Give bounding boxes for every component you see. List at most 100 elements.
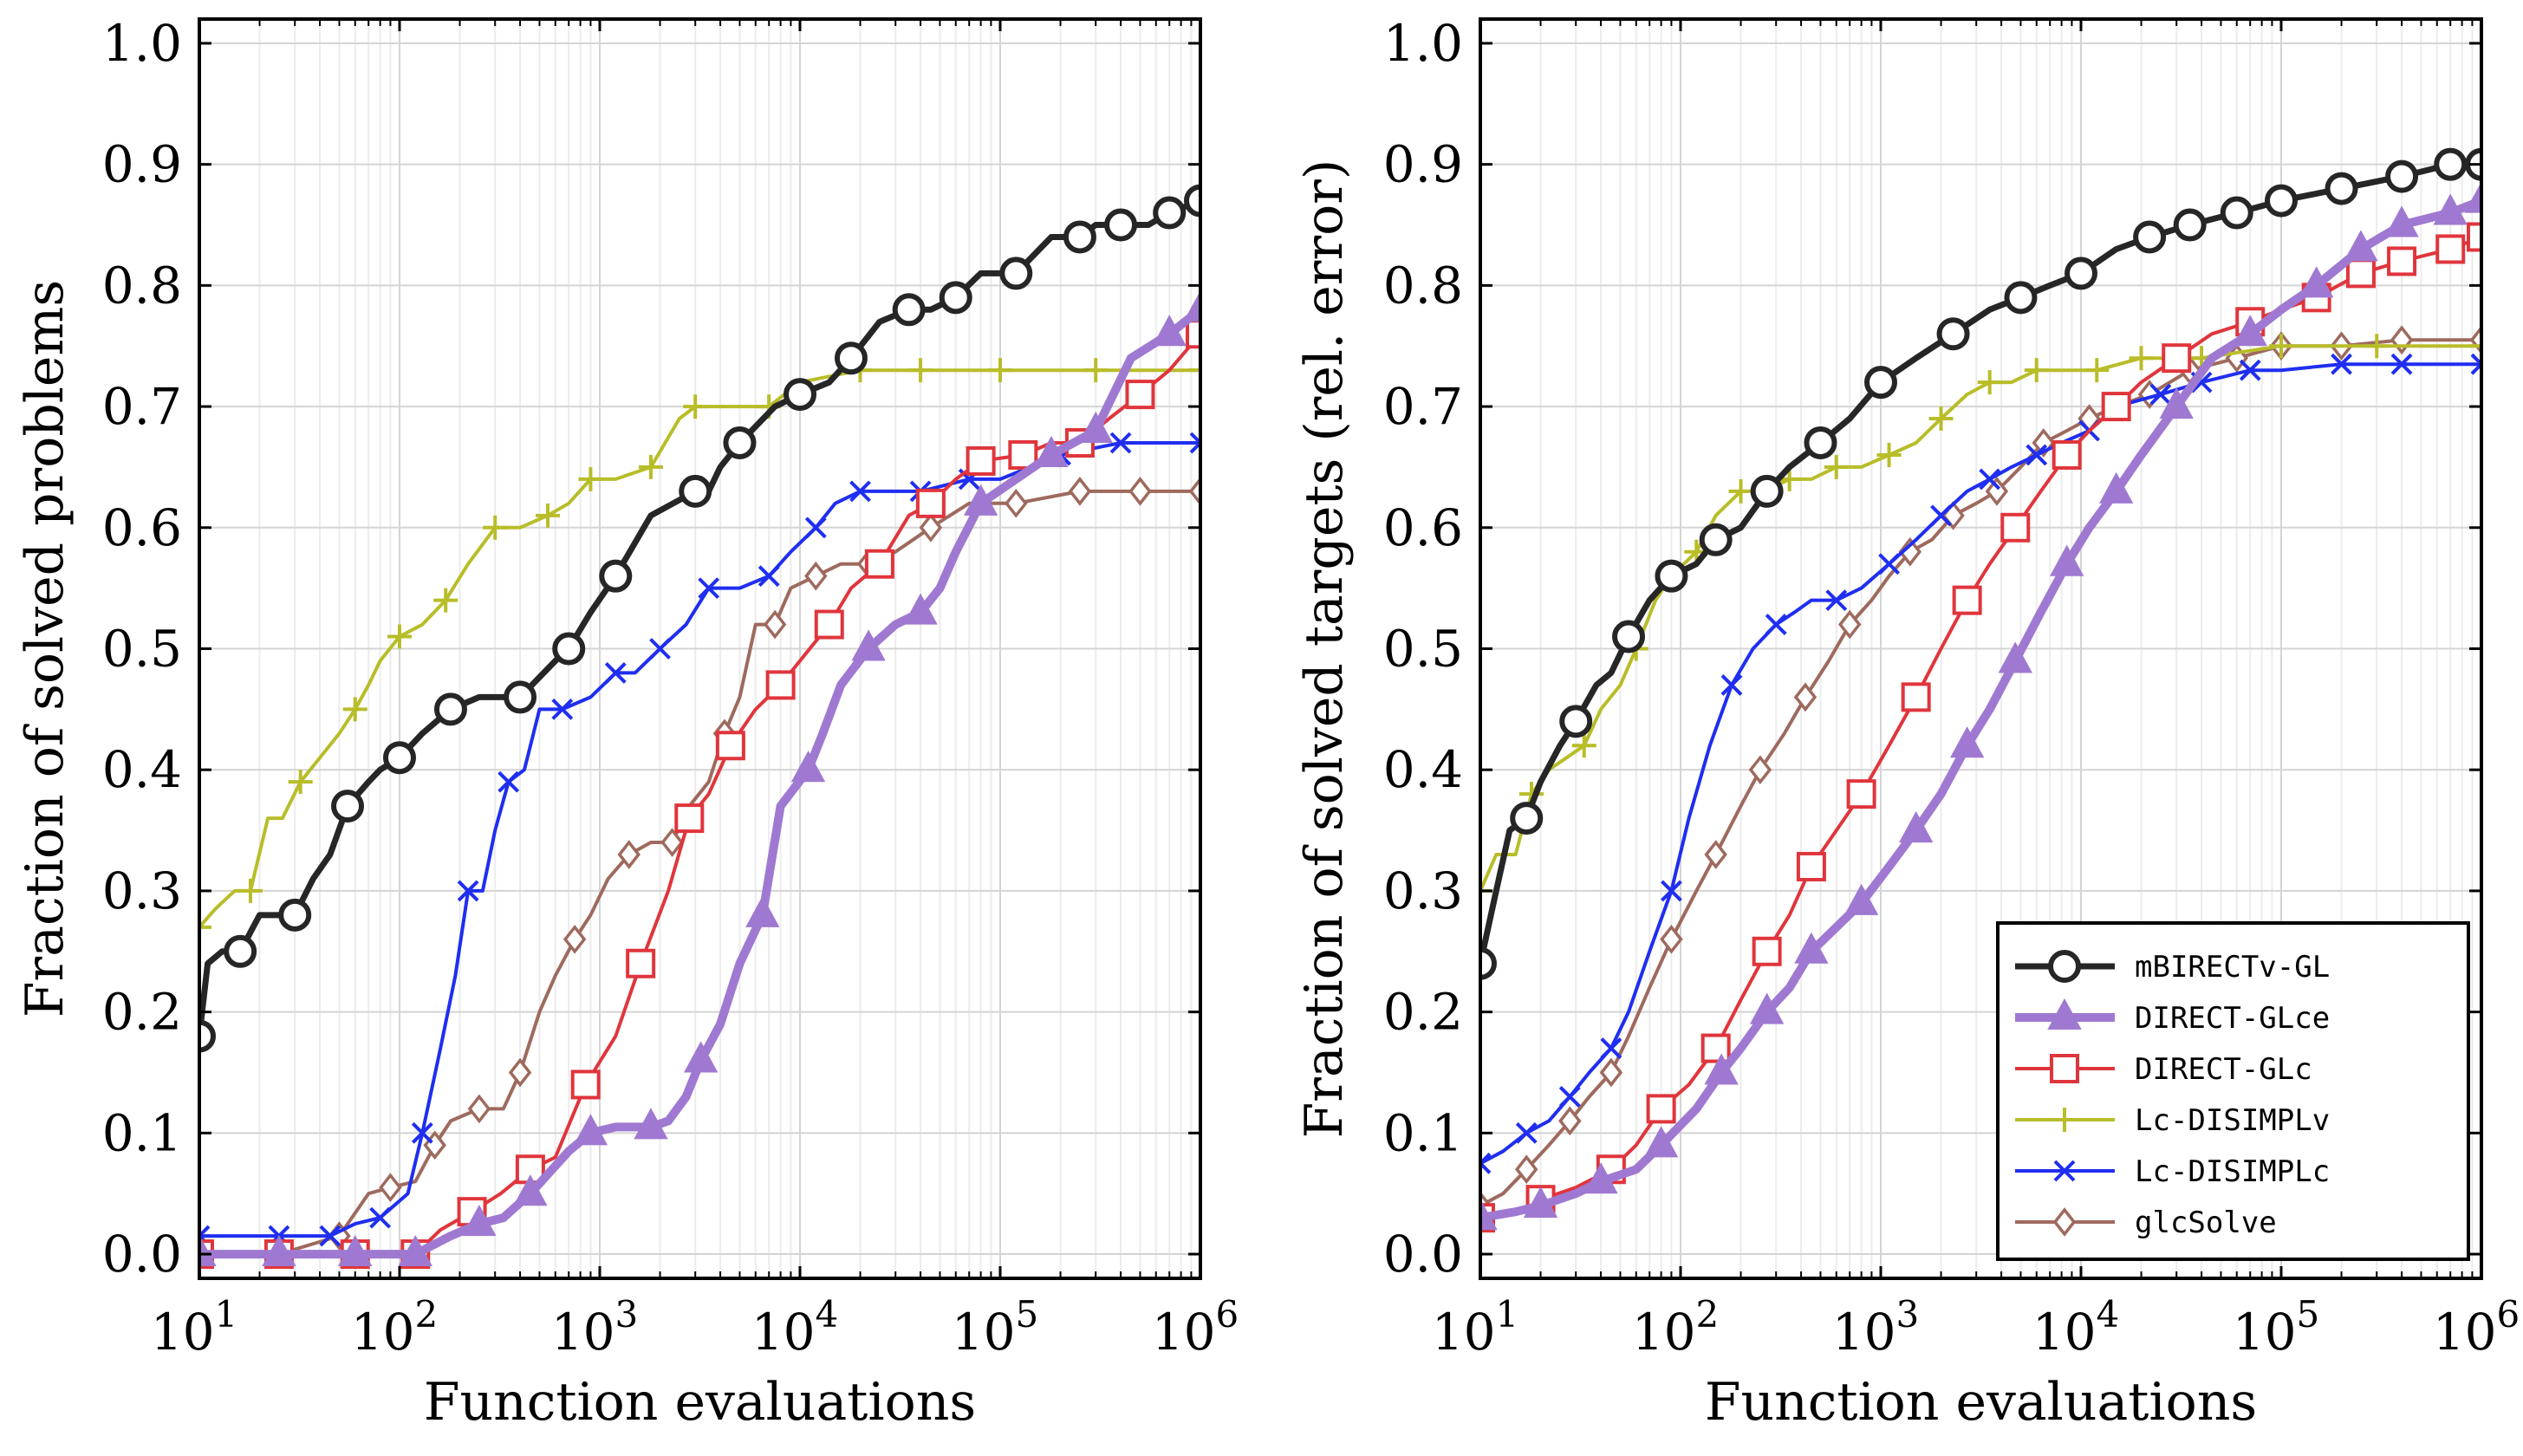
- marker-mbirectv-gl: [2385, 159, 2419, 193]
- y-tick-label: 0.3: [1383, 861, 1463, 920]
- legend-box: [1996, 921, 2470, 1261]
- marker-direct-glce: [1078, 411, 1113, 444]
- marker-glcsolve: [763, 609, 787, 640]
- marker-direct-glce: [1998, 641, 2032, 673]
- marker-direct-glce: [1843, 883, 1879, 915]
- x-tick-label: 103: [551, 1293, 639, 1362]
- marker-lc-disimplc: [2390, 353, 2413, 375]
- marker-direct-glce: [398, 1234, 432, 1267]
- marker-direct-glce: [634, 1108, 668, 1140]
- marker-direct-glc: [2435, 234, 2466, 264]
- marker-lc-disimplv: [1824, 454, 1849, 479]
- marker-lc-disimplc: [1979, 468, 2001, 491]
- marker-lc-disimplc: [649, 638, 671, 660]
- marker-direct-glc: [1752, 936, 1782, 966]
- marker-lc-disimplc: [1189, 432, 1200, 454]
- y-tick-label: 0.8: [102, 256, 182, 315]
- marker-direct-glce: [199, 1234, 217, 1267]
- marker-lc-disimplv: [1083, 358, 1109, 383]
- marker-direct-glce: [1034, 435, 1069, 467]
- marker-direct-glce: [1480, 1199, 1498, 1231]
- marker-mbirectv-gl: [1804, 426, 1837, 459]
- marker-direct-glc: [715, 731, 745, 761]
- x-tick-label: 102: [351, 1293, 439, 1362]
- y-tick-label: 0.1: [1383, 1103, 1463, 1162]
- y-tick-label: 0.5: [102, 620, 182, 679]
- markers-glcsolve: [1480, 325, 2481, 1221]
- legend-marker-glcsolve: [2052, 1207, 2077, 1237]
- marker-lc-disimplc: [1480, 1152, 1492, 1174]
- marker-glcsolve: [660, 828, 684, 857]
- marker-direct-glce: [1704, 1053, 1739, 1085]
- marker-glcsolve: [1985, 477, 2009, 506]
- marker-direct-glc: [2000, 512, 2031, 543]
- y-tick-label: 0.5: [1383, 620, 1463, 679]
- series-line-direct-glce: [199, 306, 1200, 1259]
- y-tick-label: 0.2: [1383, 983, 1463, 1042]
- marker-lc-disimplv: [2364, 334, 2390, 359]
- marker-direct-glce: [2159, 387, 2194, 419]
- marker-lc-disimplc: [1720, 673, 1743, 696]
- marker-glcsolve: [1515, 1154, 1538, 1185]
- marker-mbirectv-gl: [1936, 317, 1970, 351]
- marker-glcsolve: [1005, 489, 1028, 518]
- x-tick-label: 105: [2233, 1293, 2320, 1362]
- legend-label-lc-disimplv: Lc-DISIMPLv: [2135, 1103, 2330, 1138]
- marker-direct-glc: [2345, 258, 2376, 289]
- series-group: [1480, 147, 2481, 1233]
- marker-lc-disimplv: [342, 697, 367, 722]
- marker-lc-disimplv: [1876, 442, 1902, 467]
- marker-mbirectv-gl: [2133, 220, 2167, 254]
- marker-direct-glce: [1749, 992, 1785, 1024]
- marker-lc-disimplv: [638, 454, 663, 479]
- marker-mbirectv-gl: [2004, 281, 2038, 315]
- marker-direct-glce: [2299, 266, 2334, 298]
- marker-glcsolve: [919, 512, 943, 543]
- y-tick-label: 0.6: [102, 498, 182, 557]
- x-tick-label: 106: [1152, 1293, 1239, 1362]
- marker-direct-glc: [570, 1069, 601, 1100]
- marker-direct-glc: [765, 670, 796, 700]
- y-tick-label: 0.7: [102, 377, 182, 436]
- marker-direct-glc: [864, 549, 894, 579]
- right-chart-panel: 0.0 0.1 0.2 0.3 0.4 0.5 0.6 0.7 0.8 0.9 1.0 101 102 1…: [1294, 14, 2520, 1433]
- marker-mbirectv-gl: [723, 426, 757, 459]
- x-tick-label: 106: [2433, 1293, 2520, 1362]
- marker-glcsolve: [467, 1094, 491, 1124]
- marker-mbirectv-gl: [1104, 208, 1138, 242]
- marker-lc-disimplv: [387, 624, 412, 649]
- marker-mbirectv-gl: [939, 281, 972, 315]
- legend-marker-lc-disimplc: [2053, 1160, 2076, 1182]
- marker-direct-glc: [2101, 392, 2131, 422]
- marker-mbirectv-gl: [2065, 257, 2097, 290]
- markers-direct-glce: [1480, 181, 2481, 1231]
- y-tick-label: 1.0: [102, 14, 182, 73]
- marker-direct-glce: [745, 895, 780, 927]
- marker-glcsolve: [1599, 1057, 1623, 1088]
- marker-lc-disimplc: [551, 698, 574, 720]
- marker-mbirectv-gl: [1699, 523, 1733, 556]
- marker-direct-glce: [1583, 1162, 1618, 1194]
- marker-glcsolve: [1898, 536, 1922, 567]
- marker-mbirectv-gl: [1184, 184, 1200, 218]
- marker-mbirectv-gl: [834, 341, 868, 375]
- marker-glcsolve: [1660, 924, 1683, 954]
- marker-mbirectv-gl: [1510, 802, 1544, 835]
- y-tick-label: 0.9: [102, 135, 182, 194]
- marker-direct-glc: [966, 445, 996, 476]
- marker-lc-disimplc: [804, 517, 827, 539]
- marker-lc-disimplv: [1977, 370, 2002, 395]
- marker-lc-disimplv: [433, 588, 458, 613]
- marker-lc-disimplv: [288, 770, 313, 795]
- marker-direct-glc: [1186, 319, 1200, 349]
- marker-direct-glce: [684, 1041, 719, 1073]
- y-axis-title: Fraction of solved targets (rel. error): [1294, 159, 1355, 1139]
- marker-mbirectv-gl: [784, 378, 816, 412]
- legend-marker-lc-disimplv: [2052, 1108, 2077, 1132]
- x-tick-label: 104: [751, 1293, 839, 1362]
- marker-direct-glce: [1949, 726, 1985, 758]
- marker-glcsolve: [1704, 840, 1727, 869]
- series-line-lc-disimplc: [199, 441, 1200, 1238]
- marker-mbirectv-gl: [1655, 559, 1688, 593]
- marker-direct-glc: [2387, 246, 2417, 276]
